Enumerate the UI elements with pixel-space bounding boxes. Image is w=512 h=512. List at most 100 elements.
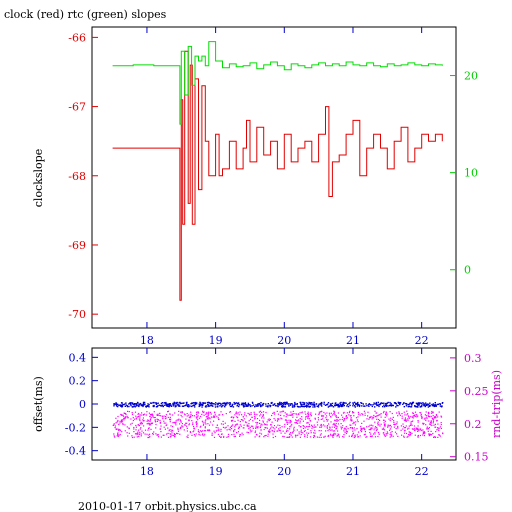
rnd-trip-point [141, 423, 143, 425]
rnd-trip-point [430, 424, 432, 426]
offset-point [140, 404, 143, 407]
rnd-trip-point [301, 411, 303, 413]
rnd-trip-point [387, 426, 389, 428]
rnd-trip-point [191, 415, 194, 417]
rnd-trip-point [383, 424, 386, 426]
rnd-trip-point [366, 436, 368, 438]
rnd-trip-point [331, 426, 333, 428]
rnd-trip-point [428, 423, 431, 425]
rnd-trip-point [248, 420, 250, 422]
rnd-trip-point [310, 413, 312, 415]
offset-point [258, 402, 261, 405]
rnd-trip-point [197, 431, 199, 433]
rnd-trip-point [329, 427, 331, 429]
offset-point [169, 404, 171, 407]
rnd-trip-point [332, 435, 334, 437]
rnd-trip-point [188, 419, 190, 421]
rnd-trip-point [138, 433, 140, 435]
rnd-trip-point [435, 414, 437, 416]
rnd-trip-point [417, 427, 419, 429]
rnd-trip-point [242, 427, 244, 429]
rnd-trip-point [174, 412, 176, 414]
offset-point [331, 402, 334, 405]
rnd-trip-point [142, 432, 145, 434]
offset-point [442, 402, 444, 404]
rnd-trip-point [428, 433, 430, 435]
offset-point [252, 402, 254, 404]
rnd-trip-point [117, 435, 119, 437]
offset-point [338, 404, 340, 406]
rnd-trip-point [196, 423, 198, 425]
rnd-trip-point [265, 434, 267, 437]
rnd-trip-point [384, 429, 386, 431]
rnd-trip-point [207, 415, 209, 417]
offset-point [415, 406, 418, 408]
rnd-trip-point [353, 436, 355, 439]
rnd-trip-point [432, 422, 434, 424]
rnd-trip-point [135, 426, 137, 428]
rnd-trip-point [161, 415, 163, 417]
offset-point [241, 402, 243, 404]
rnd-trip-point [273, 425, 276, 427]
rnd-trip-point [307, 418, 309, 420]
offset-point [324, 404, 327, 406]
rnd-trip-point [183, 429, 185, 431]
rnd-trip-point [205, 423, 207, 425]
rnd-trip-point [326, 426, 328, 428]
rnd-trip-point [230, 419, 233, 422]
offset-point [316, 405, 319, 407]
offset-point [205, 404, 207, 407]
rnd-trip-point [440, 416, 443, 418]
rnd-trip-point [417, 428, 419, 430]
offset-point [389, 401, 391, 404]
rnd-trip-point [431, 434, 433, 436]
offset-point [321, 405, 323, 407]
offset-point [148, 406, 150, 408]
offset-point [133, 405, 135, 408]
rnd-trip-point [407, 418, 409, 420]
rnd-trip-point [433, 424, 435, 426]
rnd-trip-point [364, 433, 366, 435]
rnd-trip-point [433, 436, 435, 438]
rnd-trip-point [218, 414, 220, 416]
rnd-trip-point [242, 434, 244, 436]
rnd-trip-point [269, 418, 271, 421]
rnd-trip-point [299, 412, 301, 414]
rnd-trip-point [233, 429, 235, 432]
offset-point [136, 401, 139, 404]
offset-point [185, 402, 188, 404]
rnd-trip-point [147, 429, 149, 431]
rnd-trip-point [138, 425, 140, 427]
rnd-trip-point [353, 415, 355, 417]
rnd-trip-point [410, 421, 412, 423]
rnd-trip-point [308, 418, 311, 420]
rnd-trip-point [188, 424, 190, 426]
offset-point [224, 402, 226, 404]
offset-point [243, 405, 246, 407]
rnd-trip-point [366, 418, 368, 420]
rnd-trip-point [172, 422, 174, 424]
offset-point [138, 405, 140, 408]
rnd-trip-point [426, 426, 428, 428]
offset-point [332, 406, 335, 408]
rnd-trip-point [408, 427, 410, 429]
rnd-trip-point [427, 414, 429, 416]
rnd-trip-point [357, 421, 359, 423]
offset-point [379, 403, 381, 406]
rnd-trip-point [354, 429, 356, 431]
offset-point [390, 405, 393, 407]
rnd-trip-point [405, 425, 407, 427]
rnd-trip-point [184, 424, 186, 426]
offset-point [113, 403, 115, 405]
rnd-trip-point [425, 415, 428, 417]
rnd-trip-point [121, 419, 123, 421]
rnd-trip-point [430, 422, 432, 424]
rnd-trip-point [421, 429, 423, 431]
rnd-trip-point [197, 412, 199, 414]
rnd-trip-point [407, 435, 409, 438]
rnd-trip-point [169, 429, 171, 431]
rnd-trip-point [208, 417, 210, 419]
rnd-trip-point [263, 428, 265, 431]
offset-point [211, 405, 213, 407]
rnd-trip-point [253, 411, 255, 413]
